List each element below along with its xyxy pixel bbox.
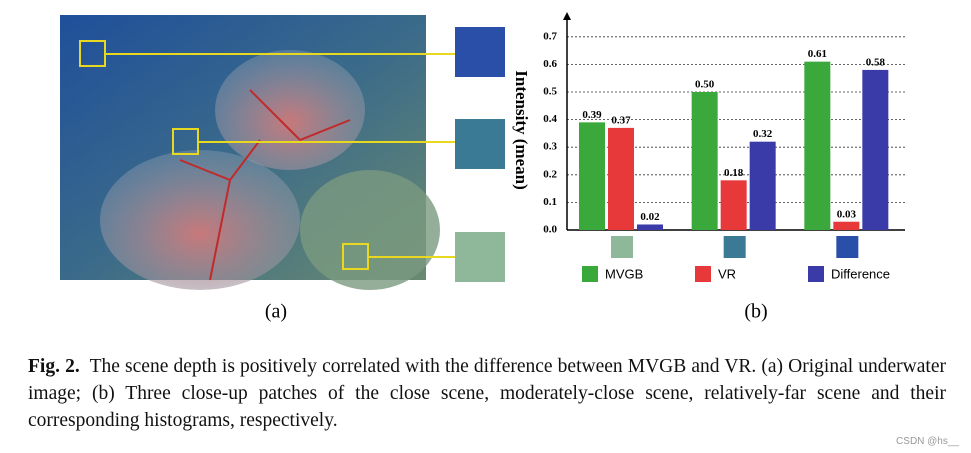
panel-label: (a) <box>265 301 287 323</box>
value-label: 0.32 <box>753 128 773 140</box>
bar <box>862 69 889 230</box>
category-patch <box>611 236 633 258</box>
bar <box>833 221 860 230</box>
caption: Fig. 2. The scene depth is positively co… <box>28 353 946 434</box>
y-tick-label: 0.1 <box>543 196 557 208</box>
bar <box>637 224 663 230</box>
y-tick-label: 0.2 <box>543 168 557 180</box>
y-tick-label: 0.5 <box>543 86 557 98</box>
panel-label: (b) <box>744 301 767 323</box>
value-label: 0.61 <box>808 48 827 60</box>
patch-far <box>455 27 505 77</box>
patch-links <box>79 40 455 270</box>
patch-close <box>455 232 505 282</box>
legend-swatch <box>808 266 824 282</box>
y-tick-label: 0.3 <box>543 141 557 153</box>
bar <box>579 122 605 230</box>
underwater-image <box>60 15 440 290</box>
y-tick-label: 0.4 <box>543 113 557 125</box>
y-tick-label: 0.7 <box>543 30 557 42</box>
legend-label: Difference <box>831 266 890 281</box>
bar <box>749 141 776 230</box>
y-tick-label: 0.6 <box>543 58 557 70</box>
value-label: 0.02 <box>640 211 660 223</box>
legend-label: VR <box>718 266 736 281</box>
legend-label: MVGB <box>605 266 643 281</box>
value-label: 0.18 <box>724 167 744 179</box>
value-label: 0.39 <box>582 109 602 121</box>
y-tick-label: 0.0 <box>543 224 557 236</box>
bar <box>720 180 747 230</box>
caption-label: Fig. 2. <box>28 356 80 377</box>
y-axis-arrow <box>563 12 571 20</box>
watermark: CSDN @hs__ <box>896 436 959 447</box>
value-label: 0.50 <box>695 79 715 91</box>
value-label: 0.37 <box>611 114 631 126</box>
bar <box>608 127 634 230</box>
bar <box>804 61 831 230</box>
bar <box>691 92 718 230</box>
patch-moderate <box>455 119 505 169</box>
value-label: 0.58 <box>866 56 886 68</box>
caption-text: The scene depth is positively correlated… <box>28 356 946 431</box>
category-patch <box>836 236 859 258</box>
legend-swatch <box>582 266 598 282</box>
y-axis-label: Intensity (mean) <box>512 70 531 189</box>
bar-chart: 0.0 0.1 0.2 0.3 0.4 0.5 0.6 0.7 0.39 0.37 0.02 0.50… <box>543 12 905 282</box>
legend-swatch <box>695 266 711 282</box>
value-label: 0.03 <box>837 208 857 220</box>
figure: (a) (b) Intensity (mean) 0.0 0.1 0.2 0.3 0.4… <box>60 12 905 323</box>
category-patch <box>723 236 746 258</box>
